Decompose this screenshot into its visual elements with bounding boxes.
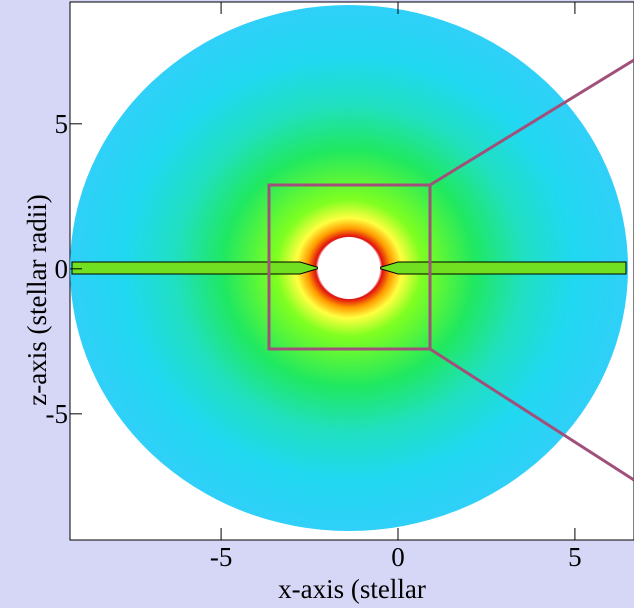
- y-tick-label: 5: [55, 109, 69, 139]
- star: [318, 237, 380, 299]
- y-tick-label: 0: [55, 254, 69, 284]
- x-tick-label: 0: [391, 542, 405, 572]
- x-tick-label: 5: [568, 542, 582, 572]
- y-tick-label: -5: [46, 399, 69, 429]
- chart: x-axis (stellar z-axis (stellar radii) -…: [0, 0, 634, 608]
- y-axis-label: z-axis (stellar radii): [22, 194, 52, 405]
- x-axis-label: x-axis (stellar: [278, 574, 426, 604]
- x-tick-label: -5: [210, 542, 233, 572]
